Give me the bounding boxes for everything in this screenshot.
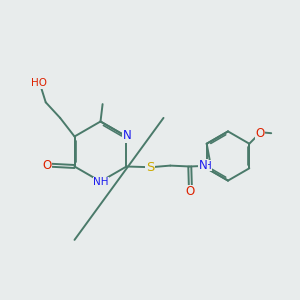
Text: O: O	[255, 127, 264, 140]
Text: N: N	[123, 129, 131, 142]
Text: HO: HO	[31, 78, 47, 88]
Text: NH: NH	[93, 177, 109, 187]
Text: H: H	[204, 160, 212, 171]
Text: O: O	[43, 159, 52, 172]
Text: O: O	[186, 185, 195, 198]
Text: N: N	[199, 159, 207, 172]
Text: S: S	[146, 160, 154, 174]
